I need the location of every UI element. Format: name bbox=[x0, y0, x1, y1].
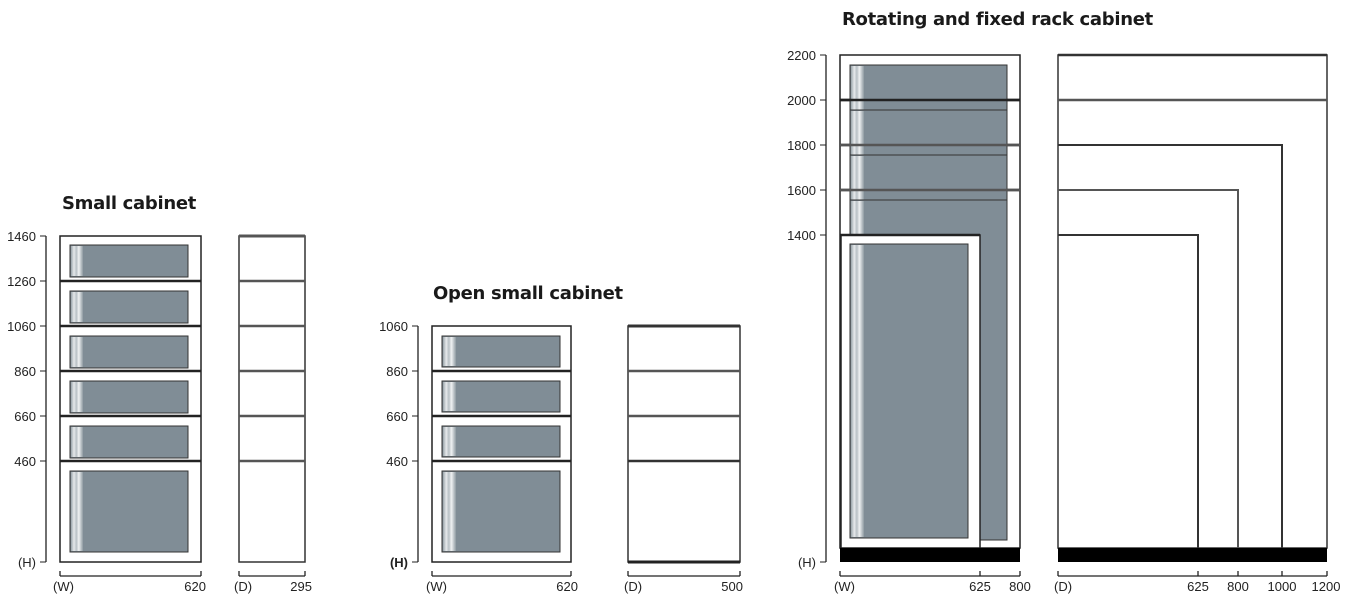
small-tick-860: 860 bbox=[14, 364, 36, 379]
rack-w-label: (W) bbox=[834, 579, 855, 594]
small-cabinet-title: Small cabinet bbox=[62, 193, 197, 214]
open-tick-660: 660 bbox=[386, 409, 408, 424]
small-d-295: 295 bbox=[290, 579, 312, 594]
rack-tick-1600: 1600 bbox=[787, 183, 816, 198]
rack-w-800: 800 bbox=[1009, 579, 1031, 594]
small-door-panels bbox=[69, 244, 189, 553]
rack-cabinet-title: Rotating and fixed rack cabinet bbox=[842, 9, 1153, 30]
small-d-label: (D) bbox=[234, 579, 252, 594]
rack-d-800: 800 bbox=[1227, 579, 1249, 594]
rack-w-625: 625 bbox=[969, 579, 991, 594]
small-w-620: 620 bbox=[184, 579, 206, 594]
small-tick-1260: 1260 bbox=[7, 274, 36, 289]
open-door-panels bbox=[441, 335, 561, 553]
rack-tick-h: (H) bbox=[798, 555, 816, 570]
small-tick-1060: 1060 bbox=[7, 319, 36, 334]
rack-tick-2200: 2200 bbox=[787, 48, 816, 63]
open-small-cabinet: 1060 860 660 460 (H) (W) 620 (D) 500 bbox=[379, 319, 743, 594]
rack-front-base bbox=[840, 548, 1020, 562]
open-side-view bbox=[627, 325, 741, 563]
open-tick-h: (H) bbox=[390, 555, 408, 570]
rack-tick-1800: 1800 bbox=[787, 138, 816, 153]
small-front-frame bbox=[59, 235, 202, 563]
open-d-label: (D) bbox=[624, 579, 642, 594]
rack-d-625: 625 bbox=[1187, 579, 1209, 594]
rack-side-view bbox=[1057, 53, 1328, 562]
open-tick-460: 460 bbox=[386, 454, 408, 469]
small-tick-660: 660 bbox=[14, 409, 36, 424]
small-side-view bbox=[238, 235, 306, 563]
rack-door-panels bbox=[840, 64, 1008, 549]
open-small-cabinet-title: Open small cabinet bbox=[433, 283, 623, 304]
open-tick-1060: 1060 bbox=[379, 319, 408, 334]
open-front-frame bbox=[431, 325, 572, 563]
rack-tick-1400: 1400 bbox=[787, 228, 816, 243]
open-w-label: (W) bbox=[426, 579, 447, 594]
rack-d-label: (D) bbox=[1054, 579, 1072, 594]
rack-d-1000: 1000 bbox=[1268, 579, 1297, 594]
rack-d-1200: 1200 bbox=[1312, 579, 1341, 594]
open-w-620: 620 bbox=[556, 579, 578, 594]
small-tick-1460: 1460 bbox=[7, 229, 36, 244]
open-tick-860: 860 bbox=[386, 364, 408, 379]
small-tick-h: (H) bbox=[18, 555, 36, 570]
rack-tick-2000: 2000 bbox=[787, 93, 816, 108]
rack-cabinet: 2200 2000 1800 1600 1400 (H) (W) 625 800… bbox=[787, 48, 1340, 594]
rack-side-base bbox=[1058, 548, 1327, 562]
small-w-label: (W) bbox=[53, 579, 74, 594]
small-tick-460: 460 bbox=[14, 454, 36, 469]
small-cabinet: 1460 1260 1060 860 660 460 (H) (W) 620 (… bbox=[7, 229, 312, 594]
open-d-500: 500 bbox=[721, 579, 743, 594]
